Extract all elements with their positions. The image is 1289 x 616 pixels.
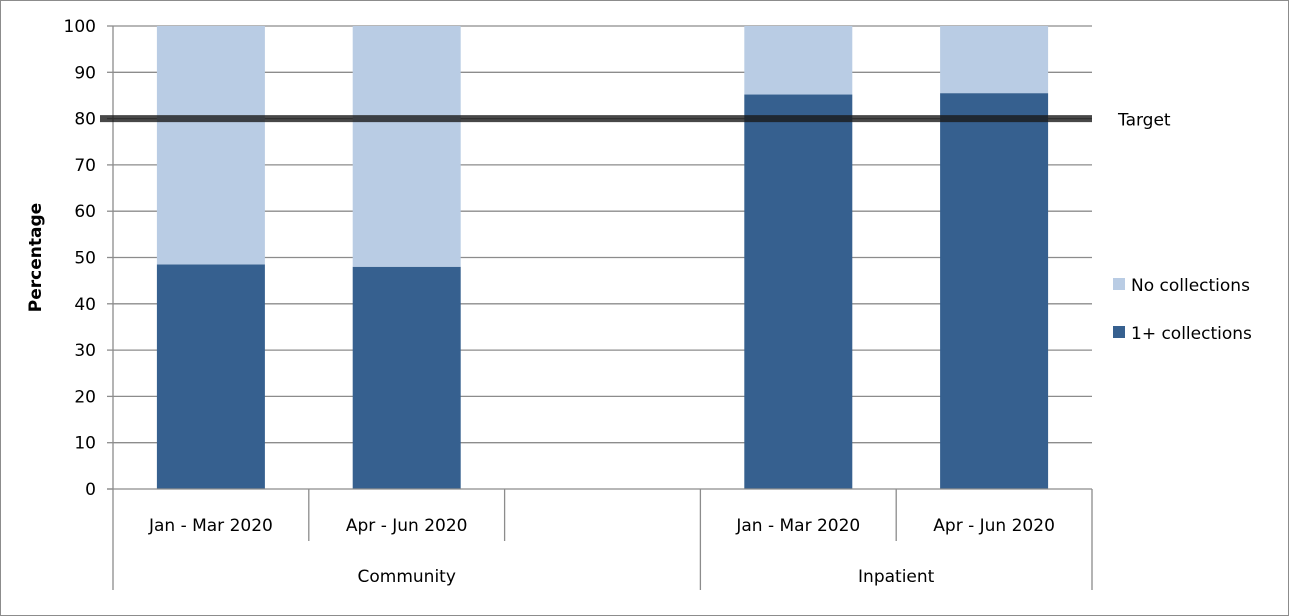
- bar-1-collections-4: [940, 93, 1049, 489]
- y-axis-tick-labels: 0 10 20 30 40 50 60 70 80 90 100: [64, 17, 96, 500]
- legend-swatch: [1113, 326, 1125, 338]
- target-label: Target: [1117, 111, 1171, 131]
- legend: No collections 1+ collections: [1113, 276, 1252, 344]
- y-tick-label: 60: [74, 202, 96, 222]
- bar-1-collections-3: [744, 94, 853, 490]
- x-axis-category-labels: Jan - Mar 2020 Apr - Jun 2020 Jan - Mar 20…: [148, 516, 1055, 587]
- gridlines: [113, 25, 1092, 444]
- y-axis-label: Percentage: [26, 203, 46, 312]
- x-group-label: Community: [358, 567, 456, 587]
- y-tick-label: 30: [74, 341, 96, 361]
- x-category-label: Apr - Jun 2020: [933, 516, 1055, 536]
- y-tick-label: 0: [85, 480, 96, 500]
- y-tick-label: 100: [64, 17, 96, 37]
- bar-no-collections-3: [744, 26, 853, 95]
- bar-no-collections-4: [940, 26, 1049, 94]
- bars: [156, 26, 1049, 490]
- bar-1-collections-0: [156, 264, 265, 489]
- legend-label: No collections: [1131, 276, 1250, 296]
- y-tick-label: 70: [74, 156, 96, 176]
- target-line: Target: [100, 111, 1171, 131]
- bar-no-collections-1: [352, 26, 461, 267]
- legend-swatch: [1113, 278, 1125, 290]
- y-tick-label: 80: [74, 110, 96, 130]
- legend-label: 1+ collections: [1131, 324, 1252, 344]
- bar-no-collections-0: [156, 26, 265, 265]
- x-category-label: Apr - Jun 2020: [346, 516, 468, 536]
- y-tick-label: 50: [74, 249, 96, 269]
- y-tick-label: 40: [74, 295, 96, 315]
- axes: [107, 25, 1093, 590]
- y-tick-label: 90: [74, 63, 96, 83]
- bar-1-collections-1: [352, 266, 461, 489]
- x-group-label: Inpatient: [858, 567, 935, 587]
- y-tick-label: 10: [74, 434, 96, 454]
- y-tick-label: 20: [74, 387, 96, 407]
- x-category-label: Jan - Mar 2020: [735, 516, 860, 536]
- x-category-label: Jan - Mar 2020: [148, 516, 273, 536]
